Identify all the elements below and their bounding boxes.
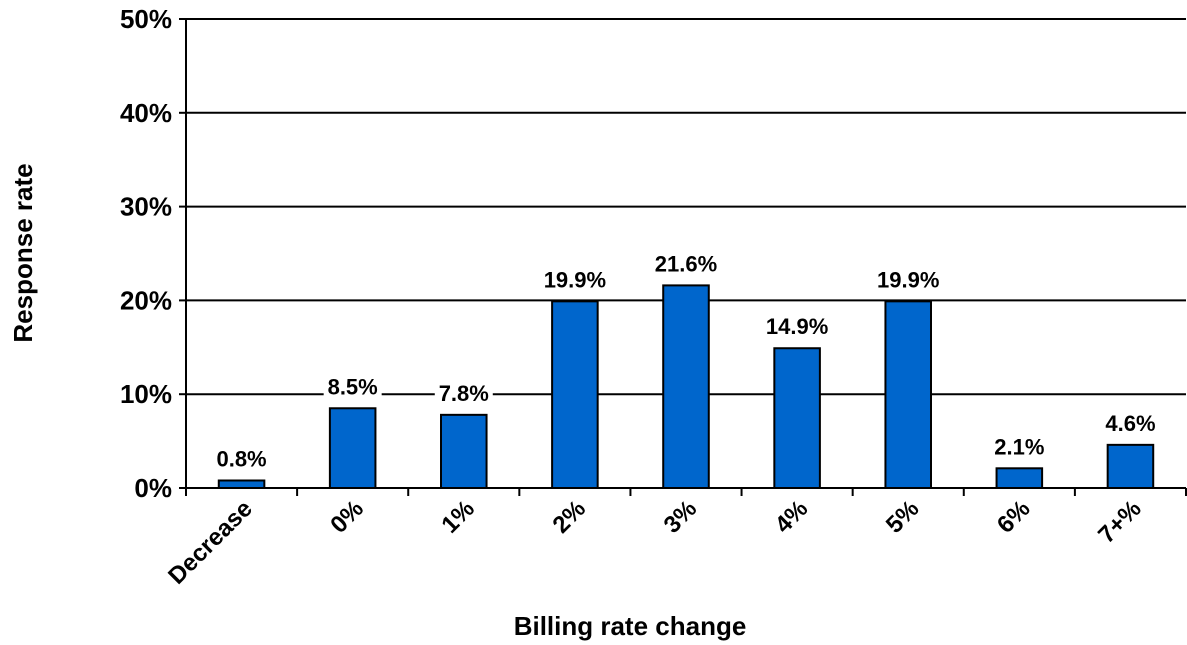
data-label-7: 2.1% bbox=[994, 434, 1044, 459]
bar-2 bbox=[440, 413, 488, 489]
axes bbox=[179, 18, 1187, 496]
x-tick-label-7: 6% bbox=[992, 495, 1036, 539]
data-label-5: 14.9% bbox=[766, 314, 828, 339]
x-tick-label-6: 5% bbox=[881, 495, 925, 539]
x-tick-label-4: 3% bbox=[659, 495, 703, 539]
y-tick-label-5: 50% bbox=[120, 4, 172, 34]
data-label-1: 8.5% bbox=[328, 374, 378, 399]
bar-0 bbox=[217, 479, 266, 490]
x-tick-labels: Decrease 0% 1% 2% 3% 4% 5% 6% 7+% bbox=[163, 495, 1146, 590]
data-label-6: 19.9% bbox=[877, 267, 939, 292]
data-label-0: 0.8% bbox=[216, 446, 266, 471]
y-tick-label-3: 30% bbox=[120, 192, 172, 222]
gridlines bbox=[186, 18, 1186, 396]
bar-4 bbox=[662, 284, 710, 489]
x-tick-label-5: 4% bbox=[770, 495, 814, 539]
y-tick-label-2: 20% bbox=[120, 285, 172, 315]
y-tick-label-0: 0% bbox=[134, 473, 172, 503]
bar-8 bbox=[1106, 443, 1155, 489]
y-tick-label-1: 10% bbox=[120, 379, 172, 409]
data-labels: 0.8% 8.5% 7.8% 19.9% 21.6% 14.9% 19.9% 2.1% 4.6% bbox=[212, 249, 1160, 473]
x-tick-label-3: 2% bbox=[548, 495, 592, 539]
data-label-bg-4 bbox=[650, 249, 722, 278]
data-label-2: 7.8% bbox=[439, 381, 489, 406]
data-label-4: 21.6% bbox=[655, 251, 717, 276]
x-axis-title: Billing rate change bbox=[514, 611, 747, 641]
x-tick-label-1: 0% bbox=[325, 495, 369, 539]
x-tick-label-0: Decrease bbox=[163, 495, 258, 590]
data-label-bg-8 bbox=[1101, 408, 1160, 437]
data-label-bg-1 bbox=[323, 372, 382, 401]
data-label-bg-0 bbox=[212, 444, 271, 473]
bar-5 bbox=[773, 347, 821, 489]
x-tick-label-2: 1% bbox=[436, 495, 480, 539]
bar-7 bbox=[995, 467, 1044, 490]
data-label-8: 4.6% bbox=[1105, 411, 1155, 436]
data-label-bg-7 bbox=[990, 432, 1049, 461]
x-tick-label-8: 7+% bbox=[1093, 495, 1147, 549]
bar-6 bbox=[884, 300, 933, 490]
bar-1 bbox=[328, 407, 377, 489]
y-axis-title: Response rate bbox=[8, 163, 38, 342]
y-tick-labels: 0% 10% 20% 30% 40% 50% bbox=[120, 4, 172, 503]
data-label-bg-5 bbox=[761, 312, 833, 341]
data-label-bg-2 bbox=[434, 378, 493, 407]
bars bbox=[217, 284, 1155, 490]
y-tick-label-4: 40% bbox=[120, 98, 172, 128]
data-label-bg-3 bbox=[539, 265, 611, 294]
bar-3 bbox=[551, 300, 599, 490]
data-label-bg-6 bbox=[872, 265, 944, 294]
data-label-3: 19.9% bbox=[544, 267, 606, 292]
